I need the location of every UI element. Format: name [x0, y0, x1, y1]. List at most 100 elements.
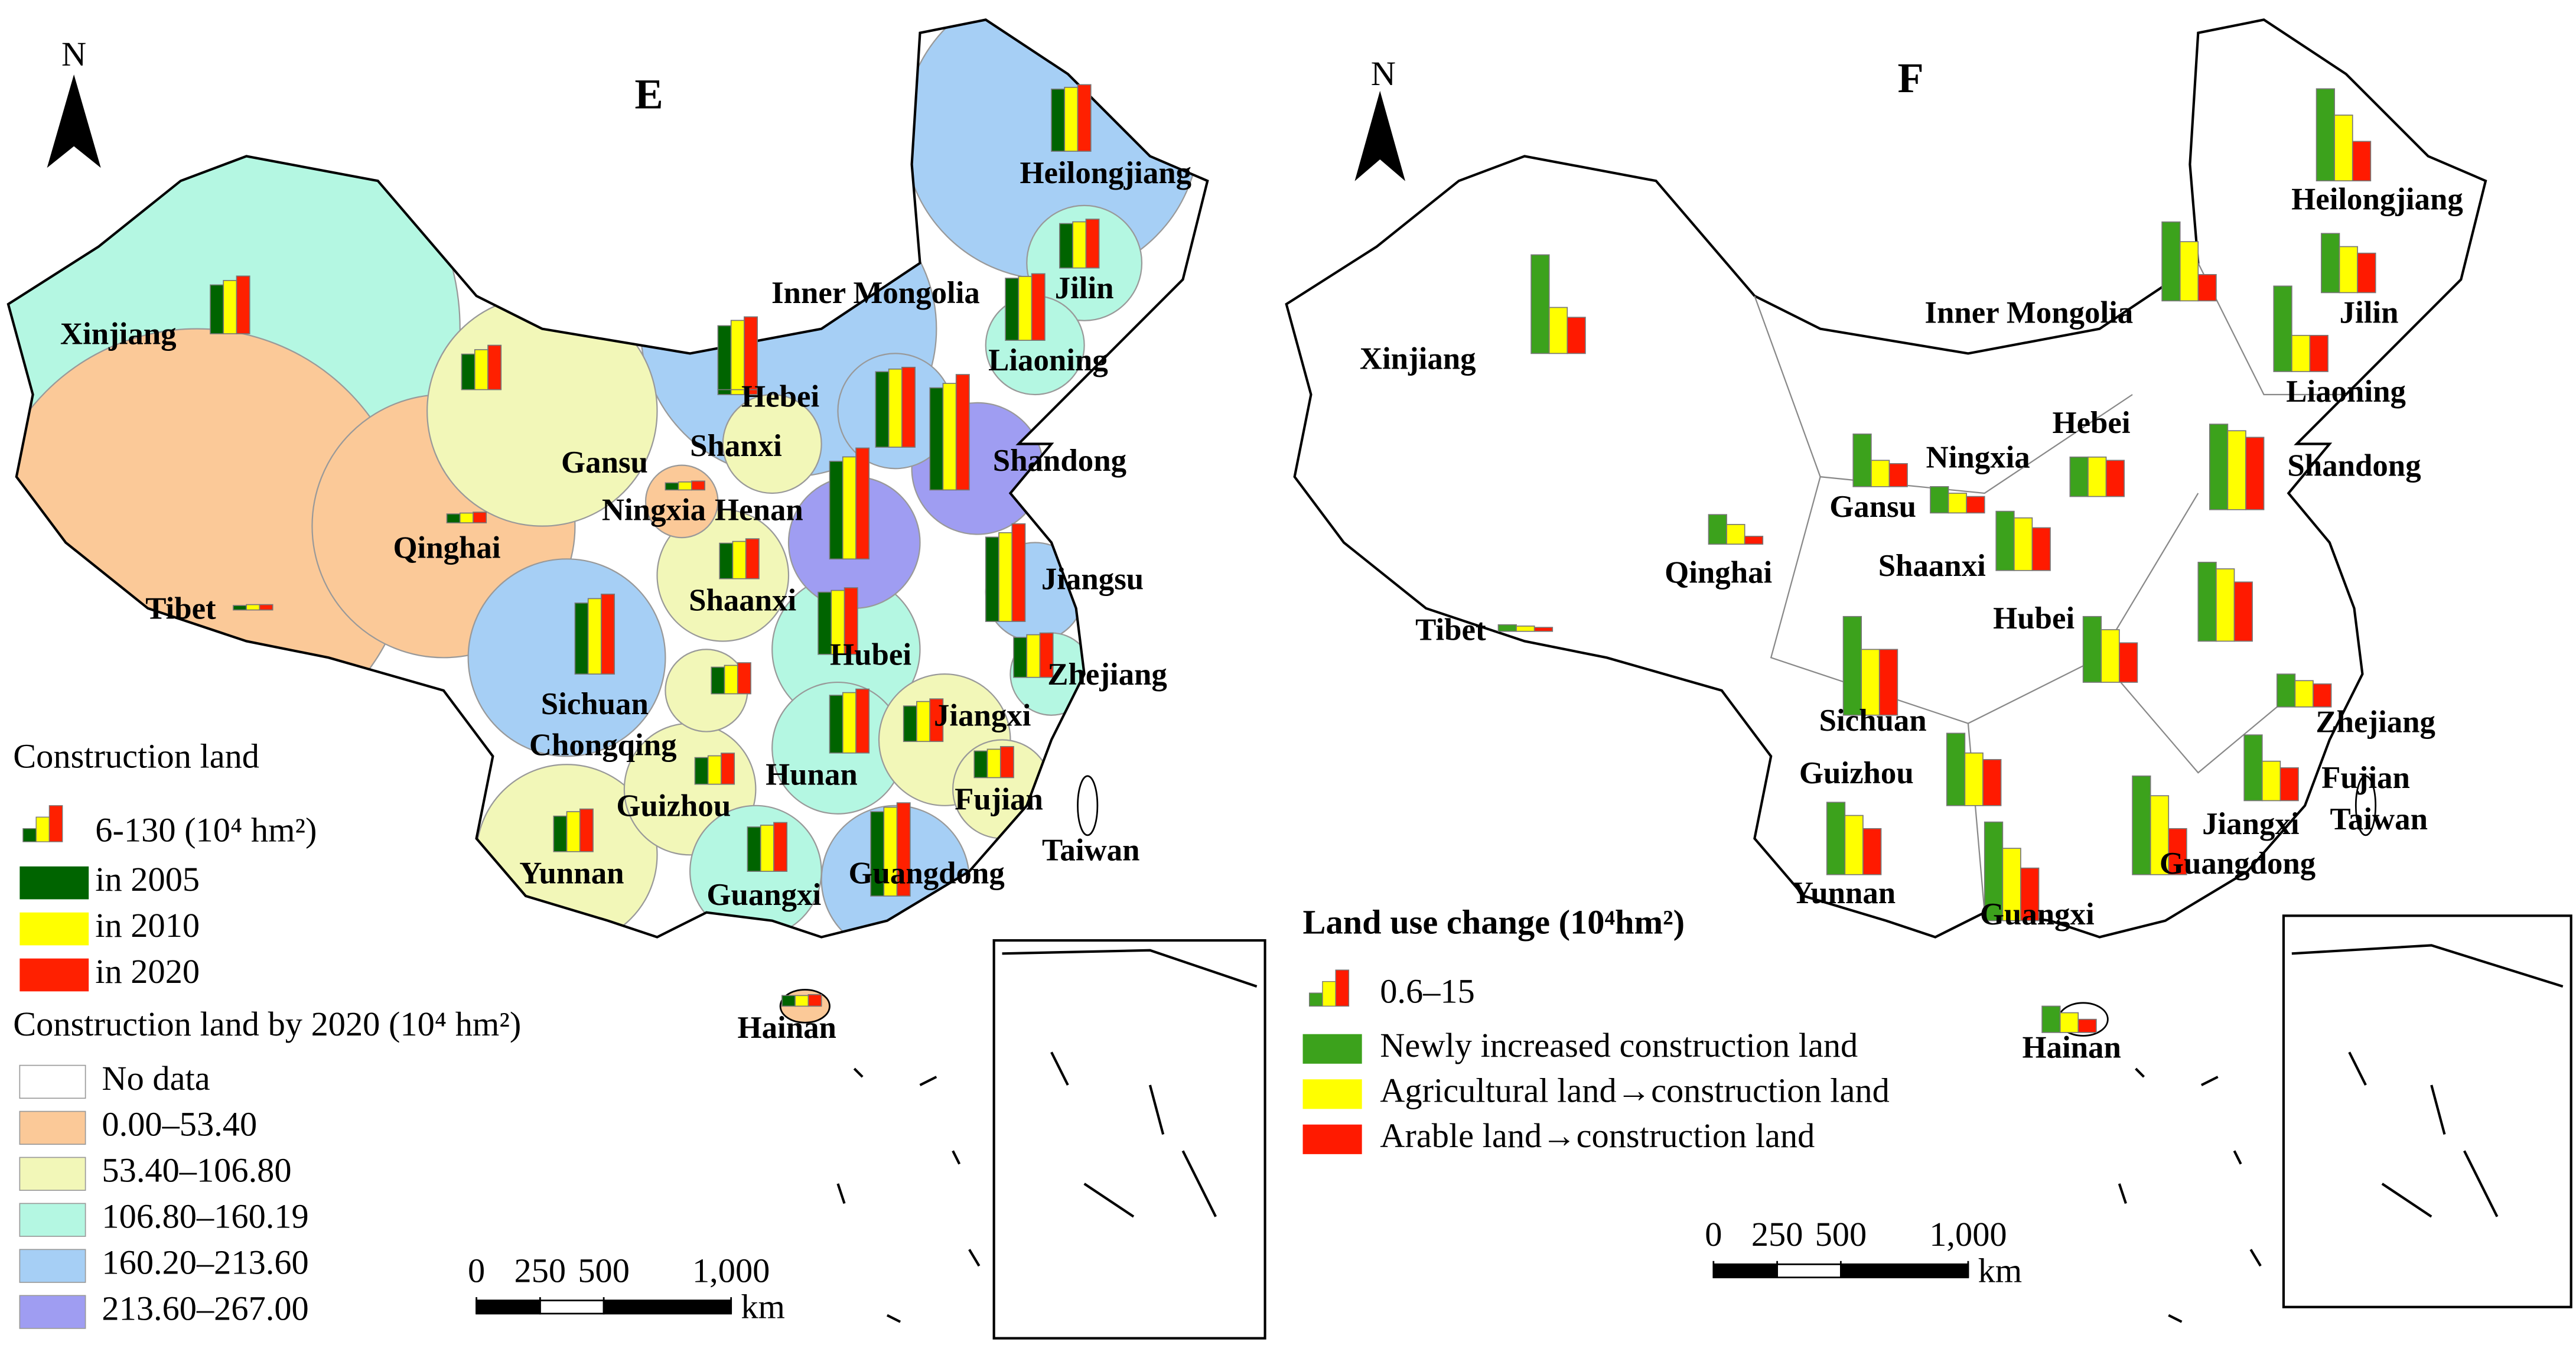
bar	[1064, 87, 1079, 152]
province-label: Taiwan	[1042, 833, 1139, 868]
province-label: Guangdong	[2160, 846, 2316, 881]
bar	[2273, 285, 2292, 372]
scale-segment	[476, 1300, 541, 1315]
bar	[901, 366, 916, 448]
scale-segment	[1776, 1263, 1842, 1279]
bar	[829, 461, 844, 560]
bar	[1005, 278, 1020, 341]
legend-range: 0.6–15	[1380, 972, 1475, 1010]
bar	[2031, 527, 2051, 571]
province-label: Hebei	[2052, 406, 2130, 440]
bar	[2216, 568, 2235, 642]
bar	[773, 822, 788, 872]
bar	[818, 591, 832, 655]
bar	[2276, 673, 2296, 708]
bar	[2291, 334, 2311, 372]
province-label: Zhejiang	[2316, 705, 2435, 740]
bar	[781, 995, 796, 1007]
north-arrow	[47, 74, 101, 168]
legend-label: in 2005	[95, 860, 200, 898]
islands	[836, 1067, 981, 1323]
bar	[1708, 514, 1727, 545]
province-label: Guizhou	[616, 789, 731, 823]
bar	[760, 825, 774, 872]
province-label: Shaanxi	[1878, 549, 1986, 583]
class-label: 213.60–267.00	[102, 1289, 308, 1327]
bar	[1726, 524, 1745, 545]
province-label: Shaanxi	[689, 584, 796, 618]
bar	[1497, 624, 1517, 632]
bar	[2082, 616, 2102, 683]
class-label: 53.40–106.80	[102, 1151, 291, 1190]
legend-label: in 2010	[95, 906, 200, 945]
province-label: Gansu	[561, 445, 648, 480]
province-label: Guizhou	[1799, 756, 1914, 790]
bar	[2197, 562, 2217, 642]
bar	[2013, 517, 2033, 571]
province-label: Heilongjiang	[2291, 182, 2463, 216]
bar	[446, 513, 461, 523]
bar	[2316, 88, 2335, 181]
bar	[2161, 221, 2181, 302]
bar	[794, 995, 809, 1007]
bar	[2168, 828, 2187, 875]
province-label: Jiangxi	[934, 698, 1031, 732]
bar	[2197, 273, 2217, 302]
bar	[1026, 634, 1041, 678]
panel-title: E	[634, 71, 663, 118]
bar	[259, 604, 273, 611]
province-fill	[722, 393, 822, 494]
bar	[1966, 496, 1985, 514]
bar	[844, 587, 858, 655]
province-label: Ningxia	[602, 493, 706, 527]
legend-title: Land use change (10⁴hm²)	[1303, 903, 1685, 941]
province-label: Xinjiang	[60, 317, 177, 351]
class-swatch	[19, 1249, 86, 1283]
bar	[474, 349, 489, 390]
legend-icon	[35, 816, 50, 842]
bar	[461, 353, 476, 390]
bar	[574, 603, 589, 675]
bar	[246, 604, 260, 611]
bar	[553, 815, 568, 852]
bar	[875, 371, 890, 448]
scale-unit: km	[741, 1288, 785, 1326]
bar	[903, 705, 917, 742]
bar	[1862, 828, 1882, 875]
legend-label: Arable land→construction land	[1380, 1116, 1815, 1155]
legend-swatch	[1302, 1124, 1362, 1154]
province-label: Jilin	[2340, 296, 2399, 330]
province-label: Henan	[715, 493, 803, 527]
scale-label: 250	[1751, 1215, 1803, 1253]
legend-icon	[1335, 969, 1350, 1007]
scale-label: 0	[1705, 1215, 1722, 1253]
bar	[2118, 642, 2138, 683]
bar	[1888, 463, 1908, 487]
bar	[236, 275, 250, 334]
province-label: Inner Mongolia	[771, 276, 980, 310]
class-label: 106.80–160.19	[102, 1197, 308, 1236]
bar	[665, 482, 679, 491]
bar	[2041, 1005, 2061, 1033]
scale-segment	[539, 1300, 605, 1315]
scale-label: 500	[1815, 1215, 1867, 1253]
bar	[2077, 1018, 2097, 1033]
legend-swatch	[1302, 1034, 1362, 1064]
province-label: Xinjiang	[1360, 341, 1476, 376]
bar	[1039, 632, 1054, 678]
province-label: Ningxia	[1926, 440, 2030, 474]
bar	[2245, 437, 2265, 510]
province-label: Tibet	[145, 591, 216, 626]
province-label: Jilin	[1055, 271, 1114, 305]
bar	[2313, 683, 2332, 708]
province-label: Yunnan	[519, 857, 624, 891]
bar	[1085, 219, 1100, 269]
bar	[1011, 523, 1026, 622]
bar	[2352, 141, 2372, 181]
scale-unit: km	[1978, 1251, 2023, 1289]
legend-icon	[1308, 992, 1323, 1007]
inset-frame	[992, 939, 1266, 1340]
islands	[2118, 1067, 2262, 1323]
bar	[955, 374, 970, 491]
bar	[2279, 767, 2299, 802]
